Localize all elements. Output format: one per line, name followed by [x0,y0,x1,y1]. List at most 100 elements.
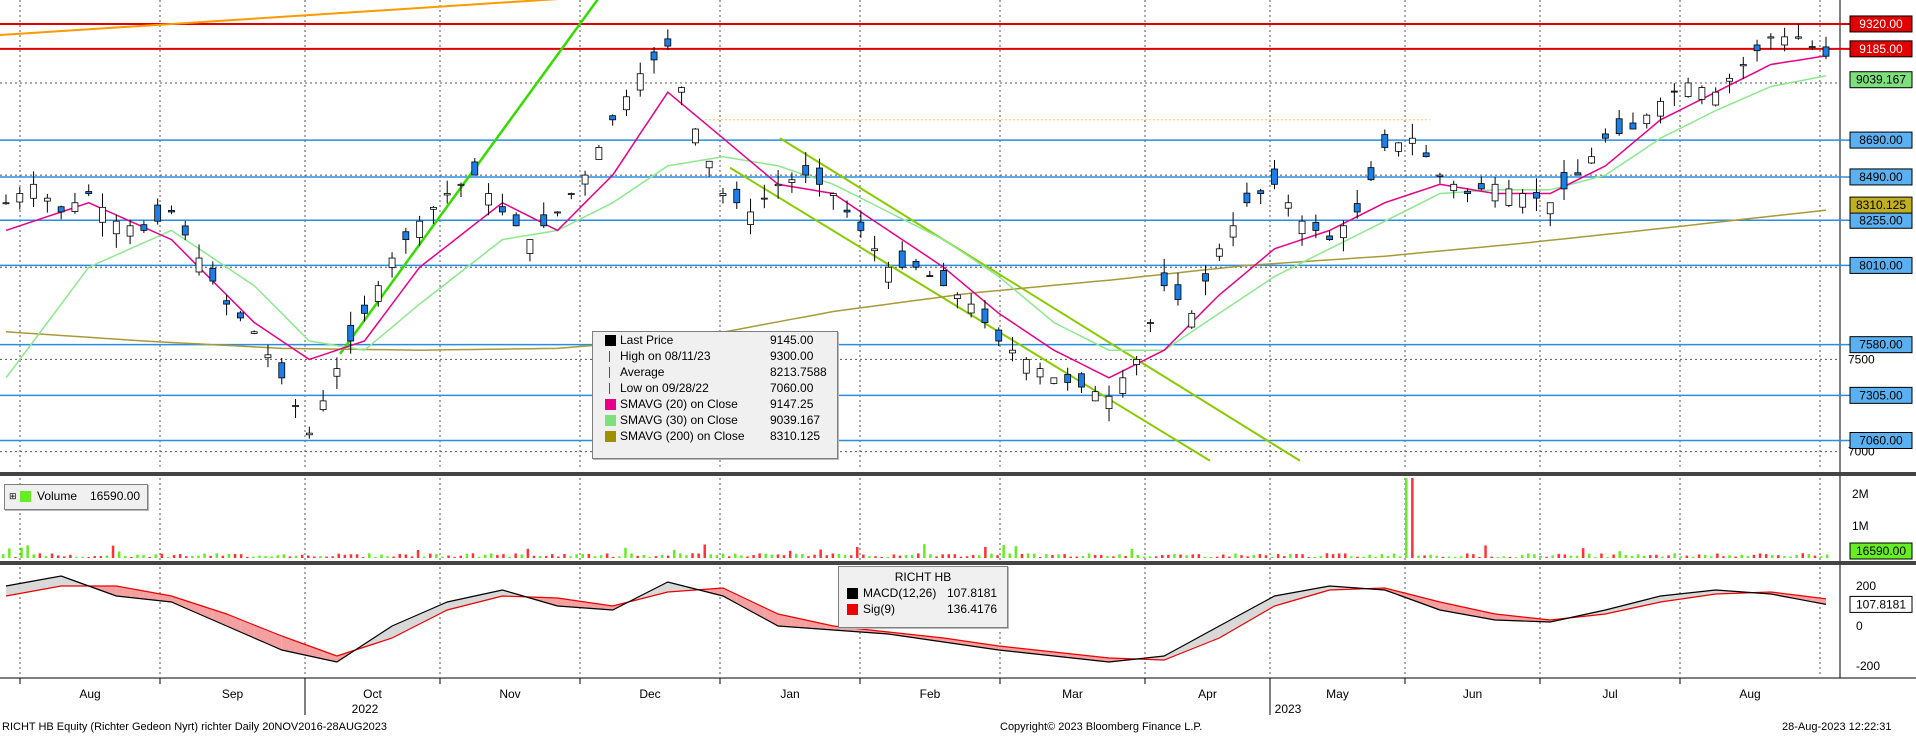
macd-fill [667,582,682,592]
volume-bar [1618,551,1621,558]
volume-bar [319,556,322,558]
volume-bar [1161,555,1164,558]
volume-bar [313,556,316,558]
volume-bar [1234,553,1237,558]
volume-bar [1697,554,1701,558]
trend-line [338,0,599,355]
candle [250,331,258,334]
volume-bar [776,554,780,558]
level-tag-box [1849,40,1913,58]
level-tag: 8010.00 [1859,258,1903,272]
candle [1657,100,1664,117]
candle [719,193,727,196]
macd-fill [364,635,379,647]
y-tick-label: 200 [1856,579,1876,593]
volume-bar [1411,478,1414,558]
candle [1767,36,1775,39]
candle [733,188,741,204]
x-axis: Aug Sep Oct Nov Dec Jan Feb Mar Apr May Jun Jul Aug 2… [19,678,1761,716]
volume-bar [178,554,182,558]
volume-bar [1520,555,1524,558]
level-tag-box [1849,432,1913,450]
volume-bar [642,554,645,558]
candle [967,303,975,314]
candle [223,300,231,305]
volume-bar [1649,555,1652,558]
candle [305,432,313,436]
candle [1629,122,1637,130]
volume-bar [1002,545,1005,558]
volume-bar [1215,556,1219,558]
candle [1670,90,1678,93]
volume-bar [587,553,591,558]
volume-bar [14,557,17,558]
volume-bar [1447,556,1451,558]
volume-bar [1508,556,1512,558]
volume-bar [1014,546,1018,558]
volume-bar [258,555,261,558]
candle [1712,91,1720,106]
volume-bar [337,553,340,558]
legend-row: SMAVG (30) on Close 9039.167 [593,412,837,428]
volume-bar [477,556,481,558]
volume-bar [532,555,536,558]
volume-bar [1740,554,1743,558]
footer-right: 28-Aug-2023 12:22:31 [1782,721,1892,733]
volume-bar [1624,555,1628,558]
volume-bar [483,554,487,558]
level-tag: 9185.00 [1859,42,1903,56]
volume-bar [1142,556,1146,558]
volume-bar [764,553,767,558]
volume-bar [1398,556,1402,558]
volume-bar [1569,555,1573,558]
candle [443,193,451,196]
volume-bar [26,545,29,558]
legend-value: 9039.167 [770,413,821,427]
macd-fill [130,588,144,599]
volume-bar [917,553,920,558]
candle [1188,312,1196,328]
volume-bar [270,556,273,558]
volume-bar [325,556,328,558]
volume-bar [1301,554,1304,558]
candle [829,193,837,196]
level-tag: 8490.00 [1859,170,1903,184]
y-tick-label: 2M [1852,487,1869,501]
volume-bar [1661,556,1664,558]
volume-bar [691,553,694,558]
level-tag-box [1849,386,1913,404]
trend-line [0,0,559,37]
volume-bar [1642,555,1646,558]
volume-bar [1771,555,1774,558]
candle [554,211,561,214]
legend-label: Sig(9) [863,602,896,616]
volume-bar [788,550,792,558]
volume-tag-box [1849,542,1913,560]
footer: RICHT HB Equity (Richter Gedeon Nyrt) ri… [0,720,1916,736]
expand-icon[interactable]: ⊞ [9,491,17,501]
footer-left: RICHT HB Equity (Richter Gedeon Nyrt) ri… [2,721,387,733]
macd-fill [1412,595,1427,605]
volume-bar [1728,555,1731,558]
volume-legend[interactable]: ⊞ Volume 16590.00 [4,484,148,510]
candle [1505,188,1513,206]
candle [1229,225,1237,238]
volume-bar [1459,556,1463,558]
volume-bar [1289,554,1292,558]
candle [1422,152,1430,158]
volume-swatch-icon [20,491,31,502]
candle [1808,46,1816,48]
candle [1450,183,1458,192]
candle [636,73,644,91]
volume-bar [1472,554,1475,558]
candle [1257,190,1265,194]
macd-legend[interactable]: RICHT HB MACD(12,26) 107.8181 Sig(9) 136.41… [838,566,1008,628]
volume-bar [1051,555,1054,558]
volume-bar [1484,545,1487,558]
candle [1684,82,1692,97]
volume-bar [740,555,743,558]
candle [1698,87,1706,100]
price-legend[interactable]: Last Price 9145.00 High on 08/11/23 9300.00… [592,331,838,459]
channel-line [729,166,1211,462]
volume-bar [892,554,896,558]
